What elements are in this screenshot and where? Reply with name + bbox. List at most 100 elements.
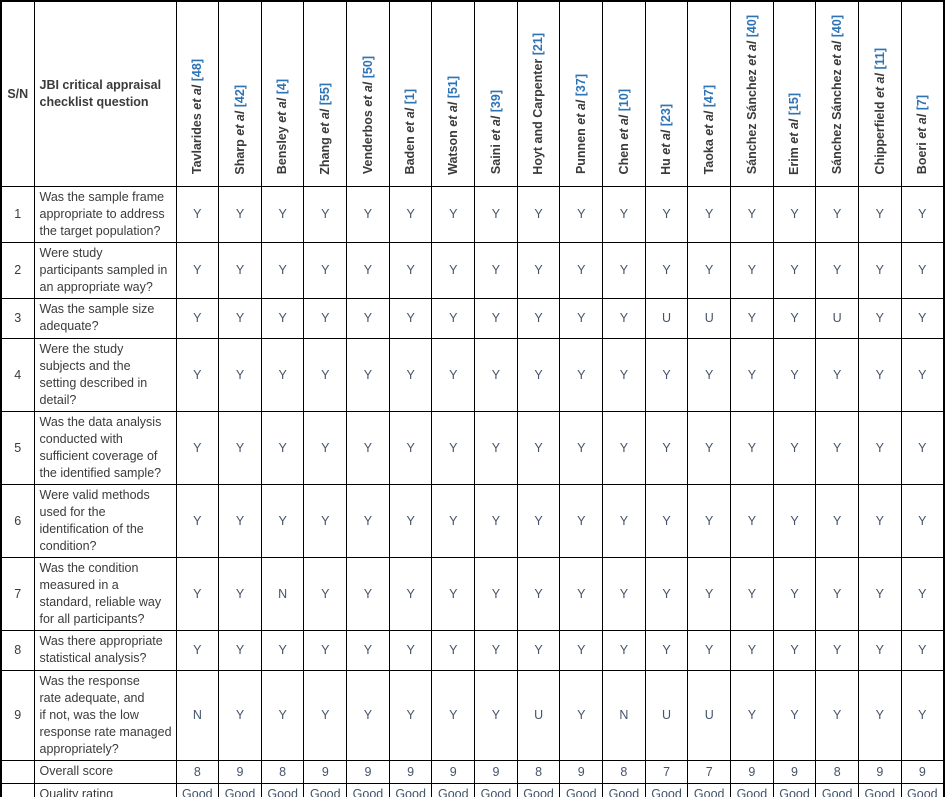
- answer-cell: 9: [303, 759, 348, 784]
- answer-cell: Y: [388, 241, 433, 299]
- answer-cell: Y: [687, 185, 732, 243]
- quality-rating-label: Quality rating: [33, 782, 177, 797]
- answer-cell: Y: [900, 629, 945, 671]
- study-ref: [48]: [190, 59, 205, 86]
- sn-cell: 8: [0, 629, 35, 671]
- answer-cell: Y: [772, 556, 817, 631]
- answer-cell: Y: [730, 241, 774, 299]
- study-name: Boeri: [915, 142, 930, 175]
- answer-cell: N: [602, 669, 646, 761]
- answer-cell: Good: [260, 782, 305, 797]
- answer-cell: U: [687, 297, 732, 339]
- answer-cell: Y: [602, 241, 646, 299]
- answer-cell: Y: [772, 629, 817, 671]
- study-name: Bensley: [275, 126, 290, 175]
- study-header: Baden et al [1]: [388, 0, 433, 187]
- study-etal: et al: [659, 129, 674, 158]
- study-ref: [42]: [232, 84, 247, 111]
- answer-cell: Y: [602, 410, 646, 485]
- sn-cell: 5: [0, 410, 35, 485]
- answer-cell: Y: [559, 410, 604, 485]
- study-label: Sánchez Sánchez et al [40]: [829, 15, 844, 174]
- answer-cell: Y: [431, 483, 476, 558]
- study-ref: [40]: [829, 15, 844, 42]
- answer-cell: Y: [303, 483, 348, 558]
- answer-cell: Y: [218, 241, 262, 299]
- answer-cell: Y: [730, 185, 774, 243]
- answer-cell: Y: [516, 337, 561, 412]
- answer-cell: Y: [260, 410, 305, 485]
- answer-cell: Y: [260, 297, 305, 339]
- question-row: 8 Was there appropriate statistical anal…: [0, 629, 945, 671]
- answer-cell: Y: [260, 185, 305, 243]
- answer-cell: 9: [346, 759, 390, 784]
- answer-cell: Y: [431, 556, 476, 631]
- answer-cell: Y: [815, 483, 859, 558]
- study-ref: [11]: [872, 48, 887, 74]
- sn-cell: 6: [0, 483, 35, 558]
- answer-cell: Y: [730, 483, 774, 558]
- answer-cell: Y: [474, 556, 518, 631]
- study-label: Tavlarides et al [48]: [190, 59, 205, 174]
- study-label: Watson et al [51]: [446, 76, 461, 175]
- answer-cell: Y: [687, 241, 732, 299]
- answer-cell: Y: [431, 629, 476, 671]
- study-name: Watson: [446, 129, 461, 175]
- answer-cell: Y: [602, 556, 646, 631]
- study-name: Venderbos: [360, 110, 375, 175]
- answer-cell: Y: [900, 483, 945, 558]
- answer-cell: Y: [730, 629, 774, 671]
- answer-cell: Y: [644, 629, 689, 671]
- study-etal: et al: [915, 114, 930, 143]
- answer-cell: U: [815, 297, 859, 339]
- question-row: 9 Was the response rate adequate, and if…: [0, 669, 945, 761]
- answer-cell: N: [175, 669, 220, 761]
- answer-cell: Y: [303, 185, 348, 243]
- answer-cell: Y: [474, 297, 518, 339]
- answer-cell: Y: [559, 337, 604, 412]
- answer-cell: Good: [218, 782, 262, 797]
- answer-cell: 9: [772, 759, 817, 784]
- answer-cell: Y: [772, 410, 817, 485]
- answer-cell: Y: [303, 629, 348, 671]
- answer-cell: 9: [858, 759, 902, 784]
- sn-cell: 2: [0, 241, 35, 299]
- answer-cell: 9: [431, 759, 476, 784]
- answer-cell: Y: [388, 410, 433, 485]
- answer-cell: Y: [900, 337, 945, 412]
- study-etal: et al: [744, 41, 759, 70]
- answer-cell: Y: [218, 297, 262, 339]
- study-header: Hu et al [23]: [644, 0, 689, 187]
- question-cell: Were valid methods used for the identifi…: [33, 483, 177, 558]
- answer-cell: U: [687, 669, 732, 761]
- study-etal: et al: [275, 98, 290, 127]
- question-cell: Was the condition measured in a standard…: [33, 556, 177, 631]
- study-name: Chen: [616, 143, 631, 175]
- study-etal: et al: [573, 100, 588, 129]
- answer-cell: Y: [431, 185, 476, 243]
- answer-cell: Y: [858, 556, 902, 631]
- answer-cell: Y: [260, 483, 305, 558]
- study-etal: et al: [787, 118, 802, 147]
- study-etal: et al: [403, 107, 418, 137]
- study-name: Hu: [659, 157, 674, 175]
- answer-cell: Good: [388, 782, 433, 797]
- study-etal: et al: [318, 108, 333, 137]
- study-header: Saini et al [39]: [474, 0, 518, 187]
- study-label: Chen et al [10]: [616, 89, 631, 175]
- sn-cell: 9: [0, 669, 35, 761]
- answer-cell: Y: [388, 483, 433, 558]
- answer-cell: Y: [474, 629, 518, 671]
- study-header: Bensley et al [4]: [260, 0, 305, 187]
- study-header: Venderbos et al [50]: [346, 0, 390, 187]
- answer-cell: Y: [559, 556, 604, 631]
- study-etal: et al: [190, 85, 205, 114]
- answer-cell: Y: [260, 669, 305, 761]
- answer-cell: Y: [900, 556, 945, 631]
- answer-cell: Y: [559, 297, 604, 339]
- answer-cell: Good: [559, 782, 604, 797]
- answer-cell: Good: [431, 782, 476, 797]
